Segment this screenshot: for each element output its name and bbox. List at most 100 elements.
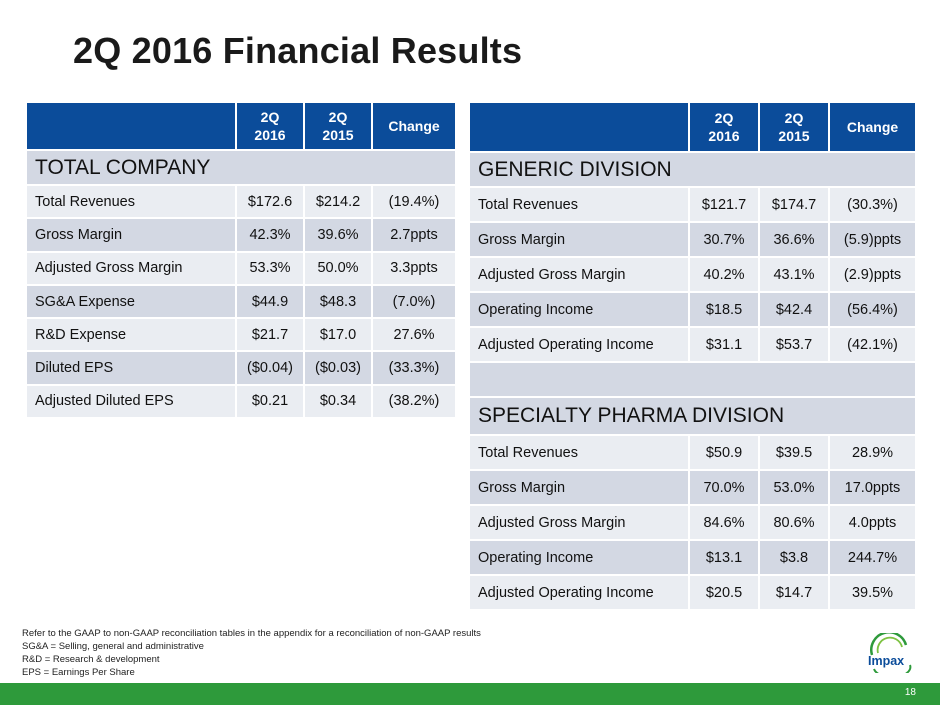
value-change: (5.9)ppts	[828, 221, 917, 258]
value-change: 27.6%	[371, 317, 457, 353]
header-2q-2016: 2Q 2016	[235, 101, 305, 151]
header-blank	[25, 101, 237, 151]
table-row: Adjusted Diluted EPS $0.21 $0.34 (38.2%)	[25, 383, 457, 420]
row-label: R&D Expense	[25, 317, 237, 353]
section-title: TOTAL COMPANY	[25, 149, 457, 186]
value-change: (38.2%)	[371, 383, 457, 420]
value-2q-2015: $14.7	[758, 574, 830, 611]
table-header-row: 2Q 2016 2Q 2015 Change	[468, 101, 917, 153]
table-row: Adjusted Gross Margin 53.3% 50.0% 3.3ppts	[25, 250, 457, 286]
value-2q-2016: 40.2%	[688, 256, 760, 293]
value-2q-2015: 80.6%	[758, 504, 830, 541]
footnote-reconciliation: Refer to the GAAP to non-GAAP reconcilia…	[22, 628, 481, 639]
total-company-table: 2Q 2016 2Q 2015 Change TOTAL COMPANY Tot…	[25, 101, 457, 420]
value-2q-2016: $44.9	[235, 283, 305, 320]
value-2q-2016: 84.6%	[688, 504, 760, 541]
table-row: Gross Margin 42.3% 39.6% 2.7ppts	[25, 217, 457, 253]
value-change: (56.4%)	[828, 291, 917, 328]
footer-bar: 18	[0, 683, 940, 705]
row-label: Gross Margin	[468, 221, 690, 258]
impax-logo: Impax	[858, 631, 920, 679]
division-table: 2Q 2016 2Q 2015 Change GENERIC DIVISION …	[468, 101, 917, 611]
row-label: Total Revenues	[468, 434, 690, 471]
value-2q-2016: $31.1	[688, 326, 760, 363]
footnotes: Refer to the GAAP to non-GAAP reconcilia…	[22, 627, 481, 679]
value-2q-2015: 43.1%	[758, 256, 830, 293]
value-change: (7.0%)	[371, 283, 457, 320]
row-label: Operating Income	[468, 539, 690, 576]
value-2q-2015: $214.2	[303, 183, 373, 220]
table-row: Adjusted Gross Margin 40.2% 43.1% (2.9)ppts	[468, 256, 917, 293]
row-label: Diluted EPS	[25, 350, 237, 386]
row-label: Adjusted Diluted EPS	[25, 383, 237, 420]
value-change: 28.9%	[828, 434, 917, 471]
value-change: (2.9)ppts	[828, 256, 917, 293]
section-row: SPECIALTY PHARMA DIVISION	[468, 396, 917, 436]
value-change: (19.4%)	[371, 183, 457, 220]
table-row: Total Revenues $121.7 $174.7 (30.3%)	[468, 186, 917, 223]
value-2q-2015: $174.7	[758, 186, 830, 223]
header-blank	[468, 101, 690, 153]
value-2q-2016: $21.7	[235, 317, 305, 353]
row-label: Adjusted Gross Margin	[468, 504, 690, 541]
value-2q-2016: $121.7	[688, 186, 760, 223]
value-change: 244.7%	[828, 539, 917, 576]
value-2q-2016: 42.3%	[235, 217, 305, 253]
value-2q-2015: 50.0%	[303, 250, 373, 286]
footnote-rd: R&D = Research & development	[22, 654, 160, 665]
header-change: Change	[828, 101, 917, 153]
value-2q-2016: 70.0%	[688, 469, 760, 506]
value-change: 4.0ppts	[828, 504, 917, 541]
value-2q-2015: $39.5	[758, 434, 830, 471]
table-row: Gross Margin 30.7% 36.6% (5.9)ppts	[468, 221, 917, 258]
table-row: Adjusted Operating Income $31.1 $53.7 (42.1…	[468, 326, 917, 363]
section-title-specialty: SPECIALTY PHARMA DIVISION	[468, 396, 917, 436]
table-row: Diluted EPS ($0.04) ($0.03) (33.3%)	[25, 350, 457, 386]
value-change: 17.0ppts	[828, 469, 917, 506]
spacer-cell	[468, 361, 917, 398]
table-row: Operating Income $18.5 $42.4 (56.4%)	[468, 291, 917, 328]
value-2q-2016: $13.1	[688, 539, 760, 576]
footnote-sga: SG&A = Selling, general and administrati…	[22, 641, 204, 652]
footnote-eps: EPS = Earnings Per Share	[22, 667, 135, 678]
value-change: 3.3ppts	[371, 250, 457, 286]
table-row: Adjusted Gross Margin 84.6% 80.6% 4.0ppts	[468, 504, 917, 541]
value-2q-2015: $48.3	[303, 283, 373, 320]
value-2q-2016: $0.21	[235, 383, 305, 420]
table-row: Operating Income $13.1 $3.8 244.7%	[468, 539, 917, 576]
logo-text: Impax	[868, 654, 905, 668]
section-title-generic: GENERIC DIVISION	[468, 151, 917, 188]
header-2q-2015: 2Q 2015	[303, 101, 373, 151]
table-row: Total Revenues $172.6 $214.2 (19.4%)	[25, 183, 457, 220]
value-2q-2015: $0.34	[303, 383, 373, 420]
header-change: Change	[371, 101, 457, 151]
row-label: Adjusted Operating Income	[468, 326, 690, 363]
row-label: Adjusted Gross Margin	[25, 250, 237, 286]
table-row: SG&A Expense $44.9 $48.3 (7.0%)	[25, 283, 457, 320]
row-label: Total Revenues	[468, 186, 690, 223]
row-label: Adjusted Gross Margin	[468, 256, 690, 293]
value-2q-2016: 53.3%	[235, 250, 305, 286]
section-row: GENERIC DIVISION	[468, 151, 917, 188]
table-header-row: 2Q 2016 2Q 2015 Change	[25, 101, 457, 151]
value-2q-2016: $20.5	[688, 574, 760, 611]
row-label: Total Revenues	[25, 183, 237, 220]
table-row: R&D Expense $21.7 $17.0 27.6%	[25, 317, 457, 353]
spacer-row	[468, 361, 917, 398]
value-change: 39.5%	[828, 574, 917, 611]
row-label: Gross Margin	[468, 469, 690, 506]
table-row: Adjusted Operating Income $20.5 $14.7 39.5%	[468, 574, 917, 611]
header-2q-2016: 2Q 2016	[688, 101, 760, 153]
row-label: Operating Income	[468, 291, 690, 328]
value-change: 2.7ppts	[371, 217, 457, 253]
value-2q-2016: ($0.04)	[235, 350, 305, 386]
row-label: Gross Margin	[25, 217, 237, 253]
header-2q-2015: 2Q 2015	[758, 101, 830, 153]
value-2q-2015: $42.4	[758, 291, 830, 328]
section-row: TOTAL COMPANY	[25, 149, 457, 186]
value-2q-2015: 36.6%	[758, 221, 830, 258]
value-2q-2016: $172.6	[235, 183, 305, 220]
value-2q-2015: $3.8	[758, 539, 830, 576]
table-row: Gross Margin 70.0% 53.0% 17.0ppts	[468, 469, 917, 506]
page-number: 18	[904, 687, 916, 698]
